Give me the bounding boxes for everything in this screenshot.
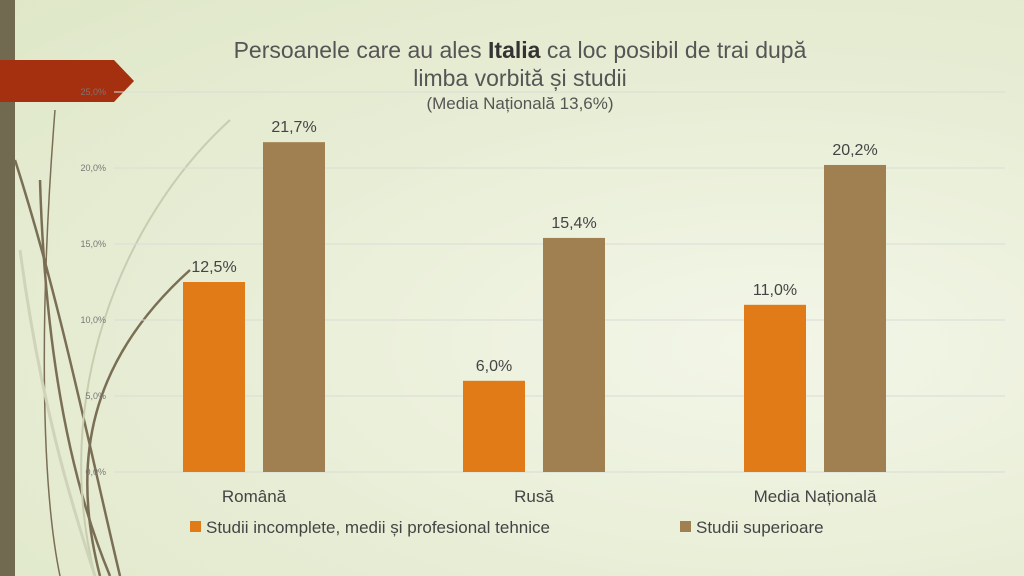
decorative-side-bar [0,0,15,576]
bar [744,304,806,472]
x-tick-label: Rusă [514,487,554,506]
decorative-arrow [0,60,134,102]
legend-swatch [680,521,691,532]
title-line2: limba vorbită și studii [413,65,627,91]
bar [824,164,886,472]
y-tick-label: 5,0% [85,391,106,401]
x-tick-label: Română [222,487,287,506]
bar [463,380,525,472]
legend-swatch [190,521,201,532]
y-tick-label: 25,0% [80,87,106,97]
x-tick-label: Media Națională [754,487,877,506]
y-tick-label: 10,0% [80,315,106,325]
data-label: 20,2% [832,142,877,159]
data-label: 15,4% [551,215,596,232]
legend-label: Studii incomplete, medii și profesional … [206,518,550,537]
data-label: 21,7% [271,119,316,136]
legend-label: Studii superioare [696,518,824,537]
bar [543,237,605,472]
chart-subtitle: (Media Națională 13,6%) [426,94,614,113]
bar [183,282,245,472]
title-text-end: ca loc posibil de trai după [540,37,807,63]
y-tick-label: 20,0% [80,163,106,173]
bar [263,142,325,472]
y-tick-label: 15,0% [80,239,106,249]
y-tick-label: 0,0% [85,467,106,477]
data-label: 12,5% [191,259,236,276]
title-bold: Italia [488,37,541,63]
chart-title: Persoanele care au ales Italia ca loc po… [120,36,920,116]
data-label: 6,0% [476,358,512,375]
title-text: Persoanele care au ales [233,37,489,63]
data-label: 11,0% [753,282,797,299]
